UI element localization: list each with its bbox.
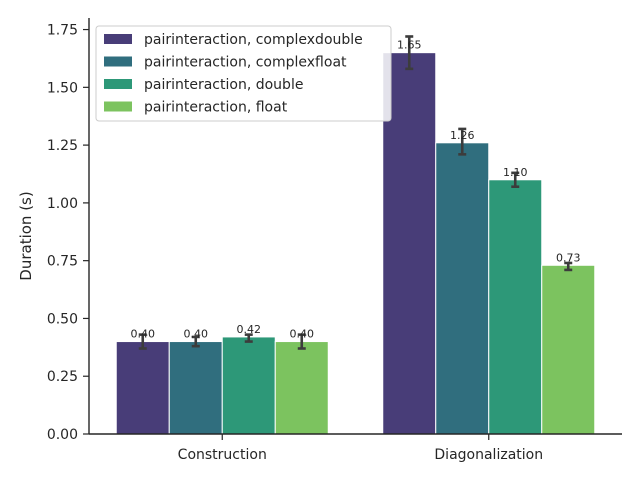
legend-swatch bbox=[104, 79, 132, 89]
legend-entry-label: pairinteraction, complexdouble bbox=[144, 32, 363, 48]
bar-diagonalization-0 bbox=[382, 52, 437, 435]
legend-box bbox=[95, 25, 392, 122]
bar-diagonalization-1 bbox=[435, 142, 490, 435]
legend-swatch bbox=[104, 34, 132, 44]
y-tick-label: 0.75 bbox=[47, 254, 78, 270]
data-label: 1.26 bbox=[450, 129, 475, 142]
legend-entry-label: pairinteraction, complexfloat bbox=[144, 55, 347, 71]
data-label: 0.73 bbox=[556, 251, 581, 264]
bar-construction-2 bbox=[221, 336, 276, 435]
x-tick-label: Diagonalization bbox=[434, 447, 543, 463]
legend: pairinteraction, complexdouble pairintera… bbox=[95, 25, 392, 122]
data-label: 1.65 bbox=[397, 39, 422, 52]
y-tick-label: 1.75 bbox=[47, 23, 78, 39]
y-tick-label: 0.25 bbox=[47, 369, 78, 385]
legend-swatch bbox=[104, 56, 132, 67]
bar-diagonalization-3 bbox=[541, 264, 596, 435]
x-tick-label: Construction bbox=[178, 447, 267, 463]
bar-diagonalization-2 bbox=[488, 179, 543, 435]
data-label: 0.40 bbox=[290, 328, 315, 341]
bar-construction-1 bbox=[168, 341, 223, 435]
data-label: 1.10 bbox=[503, 166, 528, 179]
data-label: 0.40 bbox=[131, 328, 156, 341]
y-tick-label: 1.50 bbox=[47, 80, 78, 96]
bar-construction-3 bbox=[274, 341, 329, 435]
data-labels-group: 0.40 0.40 0.42 0.40 1.65 1.26 1.10 0.73 bbox=[131, 39, 581, 341]
y-tick-label: 1.00 bbox=[47, 196, 78, 212]
data-label: 0.40 bbox=[184, 328, 209, 341]
y-axis-label: Duration (s) bbox=[17, 191, 35, 280]
y-tick-label: 0.00 bbox=[47, 427, 78, 443]
legend-entry-label: pairinteraction, float bbox=[144, 100, 288, 116]
legend-swatch bbox=[104, 101, 132, 112]
legend-entry-label: pairinteraction, double bbox=[144, 77, 303, 93]
axes-group: Construction Diagonalization 0.00 0.25 0.50 0… bbox=[17, 18, 622, 463]
y-tick-label: 1.25 bbox=[47, 138, 78, 154]
y-tick-label: 0.50 bbox=[47, 311, 78, 327]
bar-construction-0 bbox=[115, 341, 170, 435]
data-label: 0.42 bbox=[237, 323, 262, 336]
error-bars-group bbox=[138, 35, 573, 350]
bars-group bbox=[115, 52, 596, 435]
